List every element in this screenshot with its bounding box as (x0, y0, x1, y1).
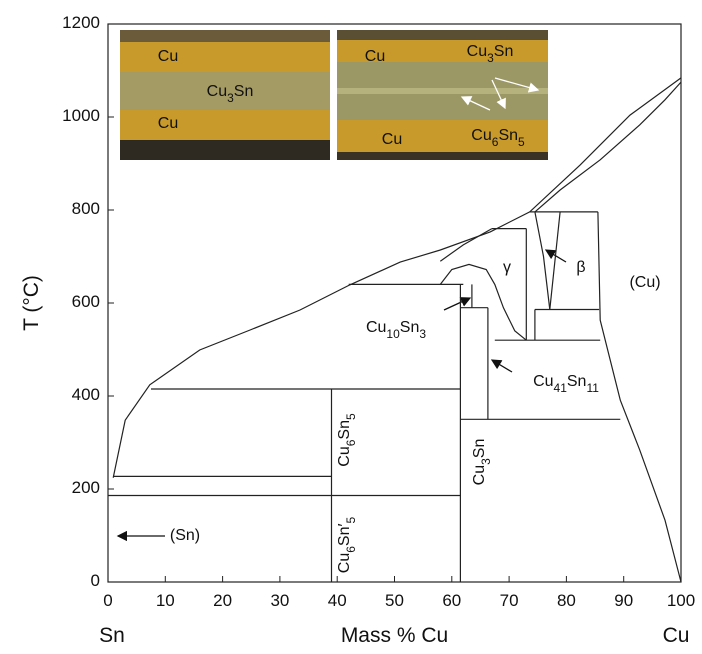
x-tick-label: 70 (500, 591, 519, 610)
inset-label: Cu6Sn5 (471, 127, 525, 149)
x-tick-label: 30 (270, 591, 289, 610)
phase-boundary (439, 263, 527, 341)
x-axis-label: Mass % Cu (341, 624, 448, 647)
region-label: Cu6Sn′5 (336, 516, 358, 573)
inset-label: Cu3Sn (207, 83, 254, 105)
y-tick-label: 800 (72, 199, 100, 218)
x-tick-label: 90 (614, 591, 633, 610)
phase-boundary (112, 77, 682, 478)
region-label: Cu6Sn5 (336, 413, 358, 467)
inset-label: Cu (158, 115, 178, 132)
inset-label: Cu3Sn (467, 43, 514, 65)
phase-boundary (549, 211, 561, 310)
region-label: (Sn) (170, 527, 200, 544)
inset-label: Cu (365, 48, 385, 65)
x-tick-label: 10 (156, 591, 175, 610)
phase-boundary (439, 228, 493, 262)
y-tick-label: 0 (91, 571, 100, 590)
x-tick-label: 0 (103, 591, 112, 610)
y-tick-label: 600 (72, 292, 100, 311)
y-tick-label: 400 (72, 385, 100, 404)
region-label: (Cu) (629, 274, 660, 291)
inset-right (337, 30, 548, 160)
x-tick-label: 80 (557, 591, 576, 610)
phase-boundary (597, 211, 682, 583)
region-label: Cu41Sn11 (533, 373, 599, 395)
x-tick-label: 20 (213, 591, 232, 610)
inset-label: Cu (158, 48, 178, 65)
y-tick-label: 1000 (62, 106, 100, 125)
inset-left (120, 30, 330, 160)
y-tick-label: 1200 (62, 13, 100, 32)
region-label: β (576, 259, 585, 276)
region-label: Cu3Sn (471, 439, 493, 486)
x-left-label: Sn (99, 624, 125, 647)
phase-boundary (534, 81, 682, 213)
phase-boundary (534, 211, 551, 310)
y-tick-label: 200 (72, 478, 100, 497)
inset-label: Cu (382, 131, 402, 148)
region-label: Cu10Sn3 (366, 319, 426, 341)
x-tick-label: 60 (442, 591, 461, 610)
x-tick-label: 100 (667, 591, 695, 610)
x-tick-label: 50 (385, 591, 404, 610)
y-axis-label: T (°C) (20, 275, 43, 331)
region-label: γ (503, 259, 511, 276)
x-tick-label: 40 (328, 591, 347, 610)
x-right-label: Cu (663, 624, 690, 647)
